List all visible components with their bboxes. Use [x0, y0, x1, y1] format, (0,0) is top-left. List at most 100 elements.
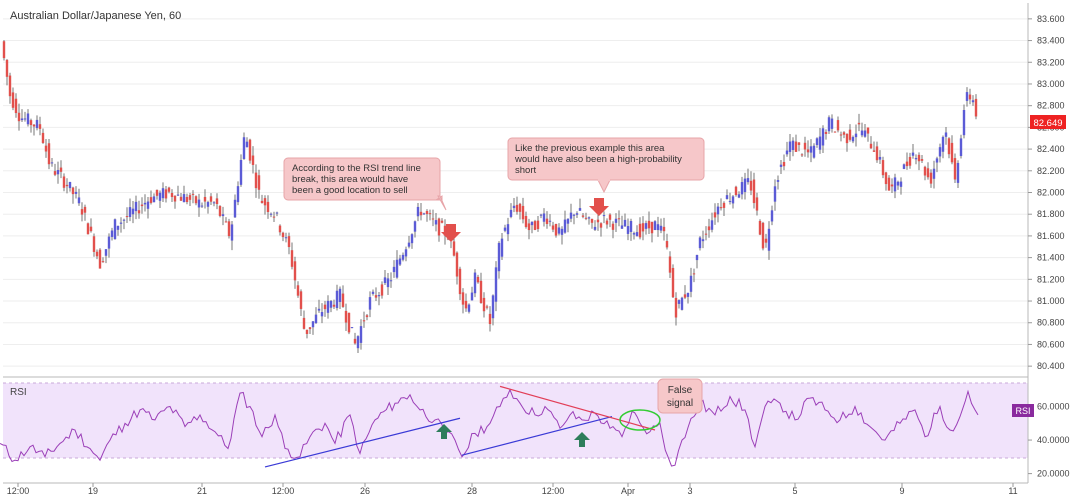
candle-up [467, 304, 471, 312]
time-tick-label: 3 [687, 486, 692, 496]
time-tick-label: 26 [360, 486, 370, 496]
candle-up [122, 219, 126, 221]
candle-down [140, 204, 144, 207]
candle-up [269, 213, 273, 215]
candle-down [71, 187, 75, 195]
candle-down [554, 223, 558, 236]
time-tick-label: 5 [792, 486, 797, 496]
candle-up [422, 213, 426, 215]
candle-up [827, 117, 831, 132]
rsi-break-arrow-2-icon [574, 432, 590, 447]
price-tick-label: 80.800 [1037, 318, 1065, 328]
price-tick-label: 83.600 [1037, 14, 1065, 24]
candle-up [818, 136, 822, 150]
candle-down [797, 142, 801, 145]
candle-down [545, 218, 549, 224]
candle-down [923, 166, 927, 176]
price-tick-label: 81.000 [1037, 296, 1065, 306]
candle-up [23, 118, 27, 120]
candle-up [500, 238, 504, 257]
candle-up [410, 234, 414, 244]
candle-up [110, 230, 114, 237]
price-tick-label: 81.400 [1037, 253, 1065, 263]
candle-up [788, 141, 792, 152]
candle-up [632, 233, 636, 235]
rsi-title: RSI [10, 387, 27, 398]
sell-arrow-2-icon [589, 198, 609, 216]
candle-down [101, 261, 105, 263]
candle-down [752, 179, 756, 204]
candle-up [350, 327, 354, 329]
candle-down [125, 216, 129, 218]
candle-up [701, 239, 705, 242]
candle-up [728, 200, 732, 202]
rsi-trend-line-3 [499, 385, 656, 431]
candle-down [11, 92, 15, 108]
rsi-trend-line-1 [264, 417, 461, 468]
candle-up [587, 217, 591, 219]
candle-down [536, 220, 540, 230]
candle-down [278, 225, 282, 233]
candle-up [320, 311, 324, 317]
candle-up [575, 213, 579, 215]
annotation-sell-2: Like the previous example this area woul… [507, 137, 705, 216]
candle-down [80, 209, 84, 215]
candle-down [650, 221, 654, 234]
candle-up [767, 228, 771, 251]
false-signal-line-1: False [668, 385, 693, 396]
rsi-layer [0, 385, 979, 468]
candle-down [62, 176, 66, 188]
candle-down [722, 202, 726, 208]
candle-up [896, 181, 900, 186]
candle-up [779, 164, 783, 167]
price-grid [3, 18, 1028, 367]
price-axis: 83.60083.40083.20083.00082.80082.60082.4… [1028, 14, 1065, 371]
candle-up [899, 181, 903, 187]
candle-down [155, 189, 159, 196]
candle-down [296, 285, 300, 296]
candle-up [614, 218, 618, 223]
candle-down [527, 223, 531, 231]
candle-up [656, 224, 660, 231]
candle-up [242, 137, 246, 159]
candle-down [173, 195, 177, 202]
candle-up [416, 206, 420, 217]
candle-up [26, 113, 30, 125]
candle-up [809, 146, 813, 153]
candle-up [731, 196, 735, 204]
candle-down [638, 223, 642, 238]
candle-up [902, 164, 906, 169]
candle-down [953, 158, 957, 180]
candle-up [659, 225, 663, 231]
candle-up [329, 300, 333, 308]
candle-up [221, 214, 225, 217]
candle-up [470, 292, 474, 301]
candle-down [599, 223, 603, 228]
candle-down [917, 154, 921, 162]
candle-down [884, 172, 888, 185]
candle-down [707, 226, 711, 231]
candle-up [176, 194, 180, 196]
candle-down [866, 127, 870, 134]
candle-down [611, 223, 615, 230]
candle-up [335, 290, 339, 309]
annotation-2-line-2: would have also been a high-probability [514, 154, 682, 165]
candle-up [830, 118, 834, 129]
rsi-line [0, 388, 979, 467]
candle-down [749, 180, 753, 191]
candle-down [86, 223, 90, 235]
candle-down [842, 132, 846, 135]
candle-up [932, 168, 936, 179]
candle-up [686, 292, 690, 297]
rsi-tick-label: 40.0000 [1037, 435, 1070, 445]
candle-up [392, 266, 396, 273]
candle-up [104, 249, 108, 256]
candle-up [434, 220, 438, 225]
candle-up [233, 199, 237, 218]
candle-up [116, 225, 120, 230]
last-price-badge: 82.649 [1030, 115, 1066, 129]
candle-up [566, 218, 570, 224]
candle-down [425, 211, 429, 215]
candle-down [272, 216, 276, 218]
candle-up [407, 242, 411, 247]
